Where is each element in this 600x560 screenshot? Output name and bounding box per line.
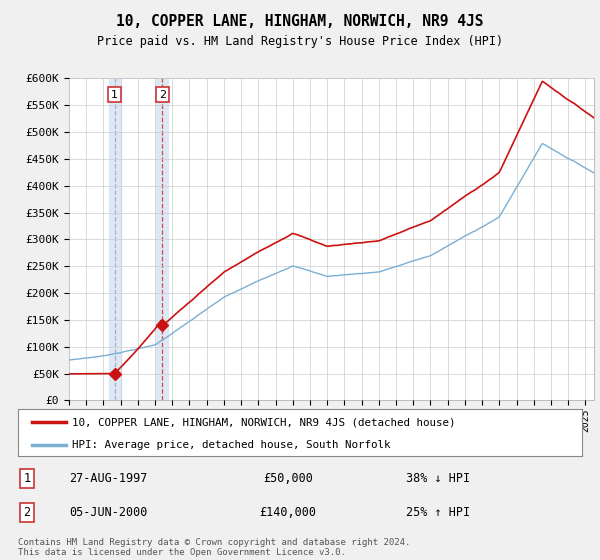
Text: £50,000: £50,000 [263, 472, 313, 486]
Text: 1: 1 [23, 472, 31, 486]
Text: 2: 2 [159, 90, 166, 100]
Text: Price paid vs. HM Land Registry's House Price Index (HPI): Price paid vs. HM Land Registry's House … [97, 35, 503, 48]
Text: 27-AUG-1997: 27-AUG-1997 [69, 472, 147, 486]
Text: 10, COPPER LANE, HINGHAM, NORWICH, NR9 4JS: 10, COPPER LANE, HINGHAM, NORWICH, NR9 4… [116, 14, 484, 29]
Text: Contains HM Land Registry data © Crown copyright and database right 2024.
This d: Contains HM Land Registry data © Crown c… [18, 538, 410, 557]
Text: 1: 1 [111, 90, 118, 100]
Text: 38% ↓ HPI: 38% ↓ HPI [406, 472, 470, 486]
Text: £140,000: £140,000 [260, 506, 317, 519]
Text: 25% ↑ HPI: 25% ↑ HPI [406, 506, 470, 519]
Text: 2: 2 [23, 506, 31, 519]
Text: 10, COPPER LANE, HINGHAM, NORWICH, NR9 4JS (detached house): 10, COPPER LANE, HINGHAM, NORWICH, NR9 4… [71, 417, 455, 427]
Bar [109, 78, 121, 400]
Text: 05-JUN-2000: 05-JUN-2000 [69, 506, 147, 519]
Text: HPI: Average price, detached house, South Norfolk: HPI: Average price, detached house, Sout… [71, 440, 390, 450]
Bar [157, 78, 169, 400]
